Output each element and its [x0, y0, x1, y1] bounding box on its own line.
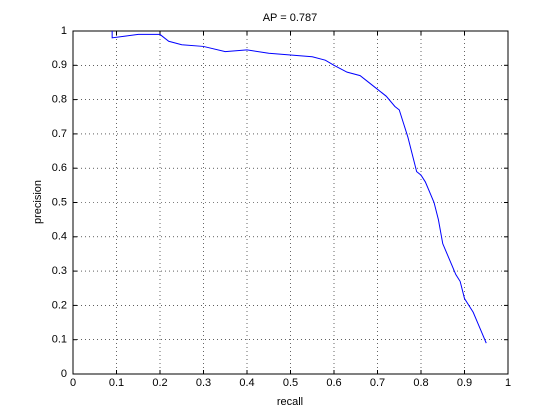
x-tick-label: 0.5	[283, 377, 298, 389]
axes-box	[72, 30, 509, 375]
y-tick-label: 0.6	[52, 162, 67, 174]
y-tick-label: 1	[61, 25, 67, 37]
x-axis-label: recall	[277, 396, 303, 408]
y-axis-label: precision	[32, 180, 44, 224]
y-tick-label: 0	[61, 368, 67, 380]
series-line	[111, 31, 487, 344]
chart-title: AP = 0.787	[263, 12, 318, 24]
y-tick-label: 0.7	[52, 128, 67, 140]
y-tick-label: 0.9	[52, 59, 67, 71]
y-tick-label: 0.2	[52, 299, 67, 311]
x-tick-label: 0.7	[370, 377, 385, 389]
y-tick-label: 0.8	[52, 94, 67, 106]
x-tick-label: 0.3	[196, 377, 211, 389]
x-tick-label: 0.4	[239, 377, 254, 389]
x-tick-label: 0.1	[109, 377, 124, 389]
x-tick-label: 1	[505, 377, 511, 389]
plot-area	[73, 31, 508, 374]
x-tick-label: 0.6	[326, 377, 341, 389]
x-tick-label: 0	[70, 377, 76, 389]
y-tick-label: 0.5	[52, 196, 67, 208]
x-tick-label: 0.2	[152, 377, 167, 389]
y-tick-label: 0.3	[52, 265, 67, 277]
x-tick-label: 0.9	[457, 377, 472, 389]
y-tick-label: 0.4	[52, 231, 67, 243]
y-tick-label: 0.1	[52, 334, 67, 346]
x-tick-label: 0.8	[413, 377, 428, 389]
